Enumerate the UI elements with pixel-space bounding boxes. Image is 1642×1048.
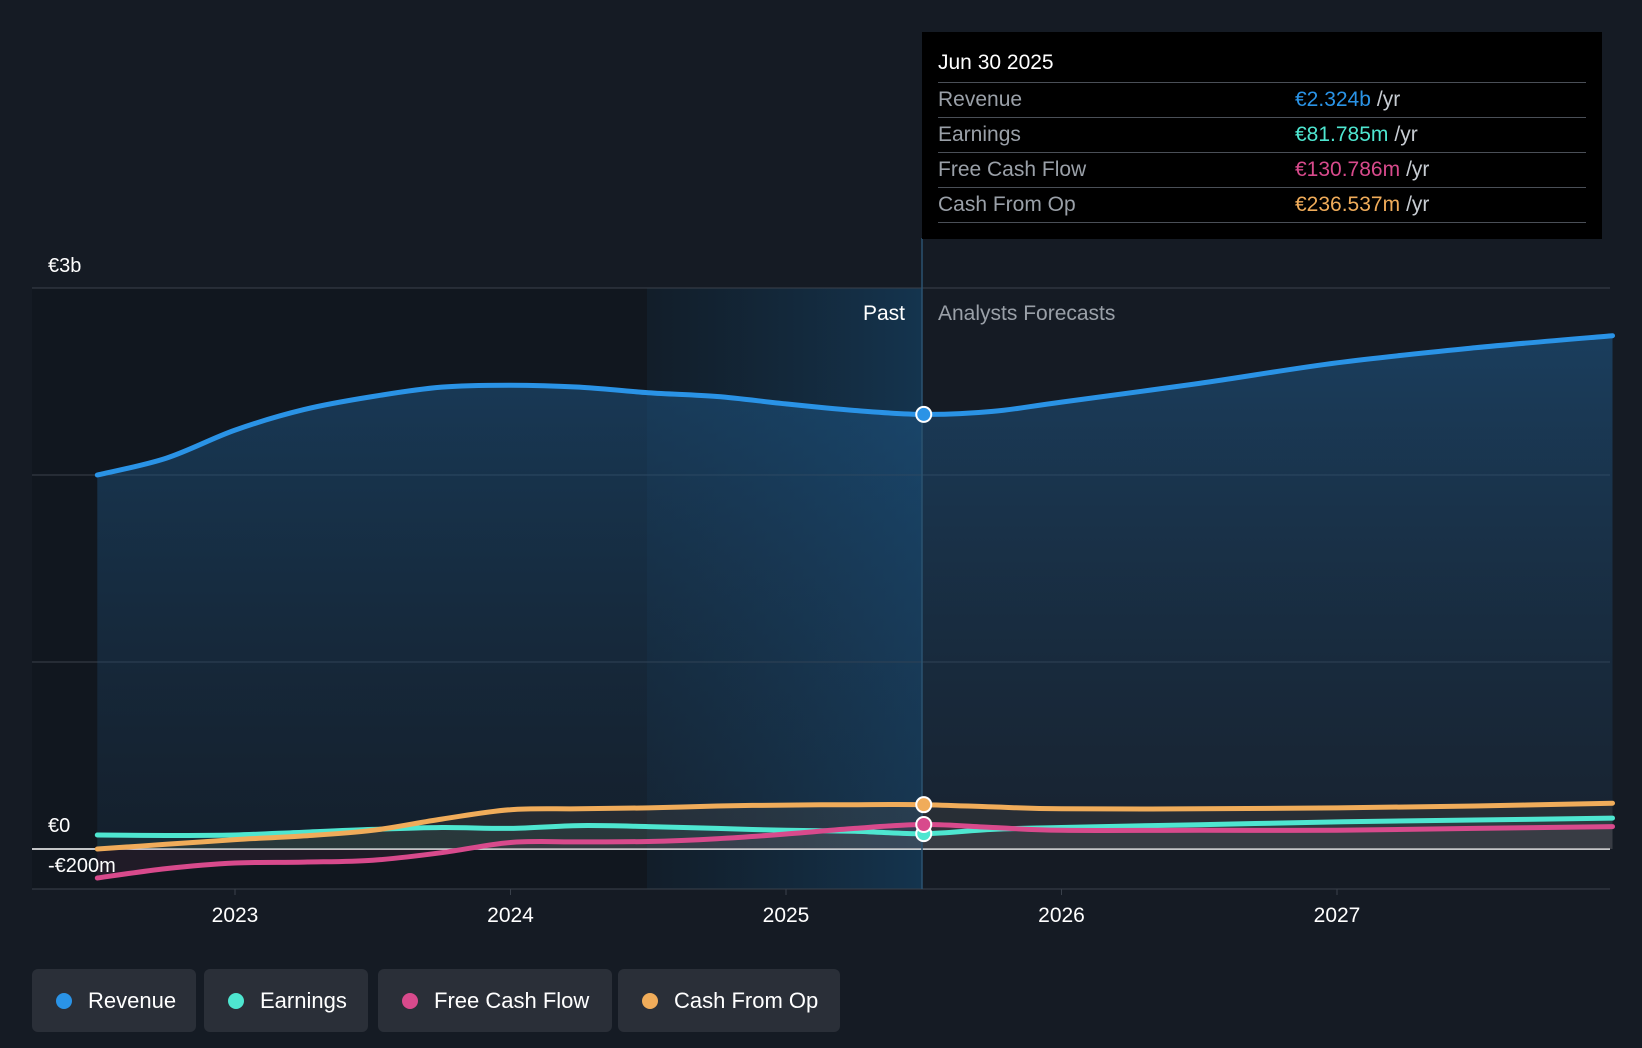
tooltip-value: €2.324b/yr [1295, 88, 1401, 111]
highlight-markers [915, 405, 933, 843]
tooltip-label: Revenue [938, 88, 1023, 111]
tooltip-value: €81.785m/yr [1295, 123, 1418, 146]
legend-item-earnings[interactable]: Earnings [204, 969, 368, 1032]
line-free-cash-flow [94, 821, 1615, 881]
line-cash-from-op [94, 800, 1615, 852]
line-earnings [94, 815, 1615, 839]
x-axis-ticks: 2023 2024 2025 2026 2027 [212, 889, 1361, 927]
x-tick-label: 2023 [212, 904, 259, 927]
tooltip-date: Jun 30 2025 [938, 48, 1586, 83]
x-tick-label: 2026 [1038, 904, 1085, 927]
legend-item-cash-from-op[interactable]: Cash From Op [618, 969, 840, 1032]
marker-cash-from-op [915, 796, 933, 814]
tooltip: Jun 30 2025 Revenue €2.324b/yr Earnings … [922, 32, 1602, 239]
tooltip-row-cash-from-op: Cash From Op €236.537m/yr [938, 188, 1586, 223]
series-lines [94, 333, 1615, 881]
y-label-bottom: -€200m [48, 855, 116, 877]
tooltip-row-earnings: Earnings €81.785m/yr [938, 118, 1586, 153]
legend-dot-icon [56, 993, 72, 1009]
legend-item-revenue[interactable]: Revenue [32, 969, 196, 1032]
tooltip-value: €236.537m/yr [1295, 193, 1430, 216]
x-tick-label: 2024 [487, 904, 534, 927]
line-revenue [94, 333, 1615, 478]
y-label-top: €3b [48, 255, 81, 277]
tooltip-label: Earnings [938, 123, 1021, 146]
legend-label: Cash From Op [674, 988, 819, 1013]
marker-free-cash-flow [915, 816, 933, 834]
area-free-cash-flow [97, 824, 1613, 878]
x-tick-label: 2025 [763, 904, 810, 927]
tooltip-row-revenue: Revenue €2.324b/yr [938, 83, 1586, 118]
x-tick-label: 2027 [1314, 904, 1361, 927]
legend-label: Revenue [88, 988, 177, 1013]
legend-dot-icon [402, 993, 418, 1009]
legend-dot-icon [642, 993, 658, 1009]
legend-dot-icon [228, 993, 244, 1009]
legend-item-free-cash-flow[interactable]: Free Cash Flow [378, 969, 612, 1032]
legend-label: Free Cash Flow [434, 988, 590, 1013]
past-label: Past [863, 302, 905, 325]
y-label-zero: €0 [48, 815, 70, 837]
area-revenue [97, 335, 1613, 849]
tooltip-value: €130.786m/yr [1295, 158, 1430, 181]
marker-revenue [915, 405, 933, 423]
tooltip-row-free-cash-flow: Free Cash Flow €130.786m/yr [938, 153, 1586, 188]
tooltip-label: Free Cash Flow [938, 158, 1087, 181]
tooltip-label: Cash From Op [938, 193, 1076, 216]
forecast-label: Analysts Forecasts [938, 302, 1115, 325]
legend-label: Earnings [260, 988, 347, 1013]
area-fills [97, 335, 1613, 878]
